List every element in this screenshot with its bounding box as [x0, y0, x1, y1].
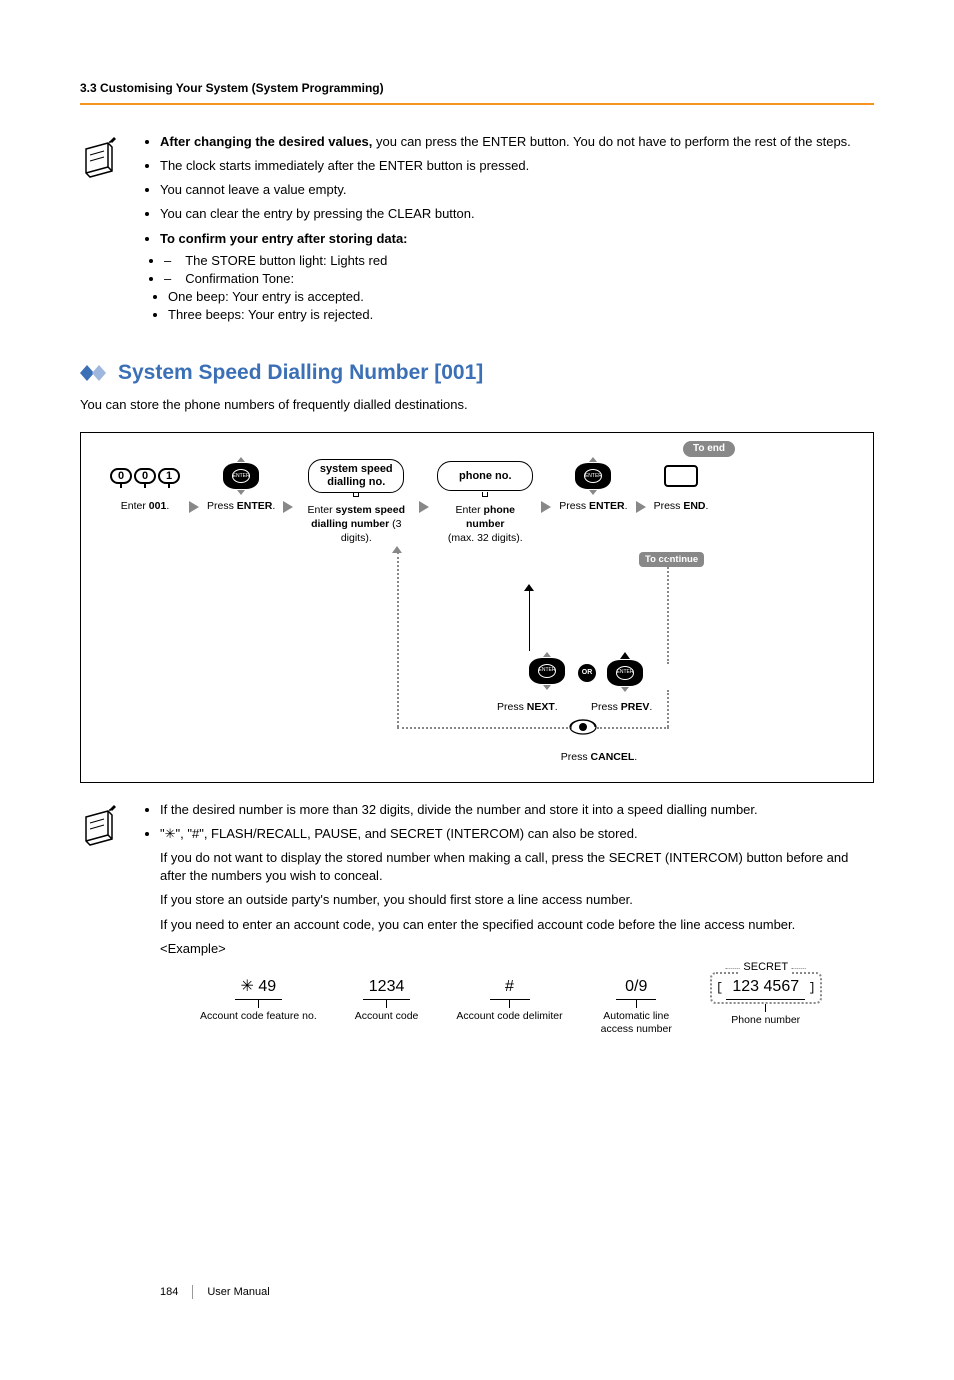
enter-button-icon: ENTER — [223, 457, 259, 495]
to-end-badge: To end — [683, 441, 735, 457]
arrow-right-icon — [636, 501, 646, 513]
secret-label: SECRET — [739, 960, 792, 975]
note-icon — [80, 805, 120, 1042]
jog-dial-icon — [569, 718, 597, 736]
note-subsub: One beep: Your entry is accepted. — [168, 288, 874, 306]
intro-text: You can store the phone numbers of frequ… — [80, 396, 874, 414]
note-item: After changing the desired values, you c… — [160, 133, 874, 151]
enter-button-icon: ENTER — [607, 652, 643, 692]
arrow-right-icon — [541, 501, 551, 513]
note-subitem: The STORE button light: Lights red — [164, 252, 874, 270]
section-header: 3.3 Customising Your System (System Prog… — [80, 80, 874, 105]
page-footer: 184 User Manual — [160, 1285, 270, 1300]
example-col: 0/9 Automatic line access number — [601, 976, 672, 1036]
diamond-bullets-icon — [80, 365, 108, 381]
to-continue-badge: To continue — [639, 552, 704, 567]
arrow-right-icon — [283, 501, 293, 513]
example-col: ✳ 49 Account code feature no. — [200, 976, 317, 1023]
note-subitem: Confirmation Tone: One beep: Your entry … — [164, 270, 874, 325]
note-item: You can clear the entry by pressing the … — [160, 205, 874, 223]
footer-label: User Manual — [207, 1285, 269, 1300]
arrow-right-icon — [419, 501, 429, 513]
enter-button-icon: ENTER — [575, 457, 611, 495]
notes-bottom: If the desired number is more than 32 di… — [80, 801, 874, 1042]
example-row: ✳ 49 Account code feature no. 1234 Accou… — [200, 976, 874, 1036]
note-item: You cannot leave a value empty. — [160, 181, 874, 199]
note-item: The clock starts immediately after the E… — [160, 157, 874, 175]
note-item: To confirm your entry after storing data… — [160, 230, 874, 325]
enter-button-icon: ENTER — [529, 652, 565, 690]
page-number: 184 — [160, 1285, 178, 1300]
notes-top: After changing the desired values, you c… — [80, 133, 874, 331]
heading-text: System Speed Dialling Number [001] — [118, 358, 483, 387]
note-item: If the desired number is more than 32 di… — [160, 801, 874, 819]
note-icon — [80, 137, 120, 331]
end-button-icon — [664, 465, 698, 487]
flow-field: system speed dialling no. — [308, 459, 404, 492]
note-item: "✳", "#", FLASH/RECALL, PAUSE, and SECRE… — [160, 825, 874, 1036]
flow-digits: 0 0 1 — [109, 459, 181, 493]
arrow-right-icon — [189, 501, 199, 513]
example-col: 1234 Account code — [355, 976, 419, 1023]
subsection-heading: System Speed Dialling Number [001] — [80, 358, 874, 387]
example-col: # Account code delimiter — [456, 976, 562, 1023]
note-subsub: Three beeps: Your entry is rejected. — [168, 306, 874, 324]
flow-field: phone no. — [437, 461, 533, 492]
flow-diagram: To end 0 0 1 Enter 001. ENTER Press ENTE… — [80, 432, 874, 783]
or-icon: OR — [578, 664, 596, 682]
example-col: SECRET [ 123 4567 ] Phone number — [710, 972, 822, 1027]
